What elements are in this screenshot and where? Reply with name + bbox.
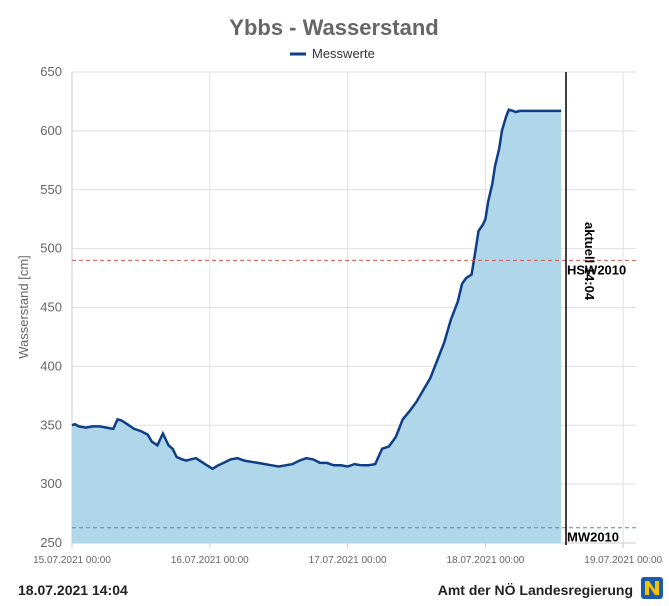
x-axis-ticks: 15.07.2021 00:00 16.07.2021 00:00 17.07.20… [33,543,663,566]
y-tick-label: 550 [40,182,62,197]
reference-label-hsw2010: HSW2010 [567,262,626,277]
chart-title: Ybbs - Wasserstand [229,15,438,40]
reference-lines: HSW2010 MW2010 [72,259,636,545]
x-tick-label: 15.07.2021 00:00 [33,555,111,566]
noe-logo-icon [641,577,663,599]
y-tick-label: 350 [40,417,62,432]
current-marker: aktuell 14:04 [565,72,597,545]
footer-timestamp: 18.07.2021 14:04 [18,582,128,598]
x-tick-label: 18.07.2021 00:00 [446,555,524,566]
current-time-label: aktuell 14:04 [582,222,597,301]
y-tick-label: 450 [40,300,62,315]
x-tick-label: 19.07.2021 00:00 [584,555,662,566]
footer-source: Amt der NÖ Landesregierung [437,582,633,598]
y-tick-label: 300 [40,476,62,491]
y-tick-label: 650 [40,64,62,79]
y-tick-label: 600 [40,123,62,138]
legend[interactable]: Messwerte [290,46,375,61]
reference-label-mw2010: MW2010 [567,530,619,545]
legend-label: Messwerte [312,46,375,61]
y-axis-label: Wasserstand [cm] [16,255,31,359]
y-tick-label: 400 [40,358,62,373]
y-tick-label: 250 [40,535,62,550]
y-tick-label: 500 [40,241,62,256]
x-tick-label: 16.07.2021 00:00 [171,555,249,566]
series-line [71,108,562,471]
series-area [72,109,562,543]
y-axis-ticks: 250 300 350 400 450 500 550 600 650 [40,64,62,550]
x-tick-label: 17.07.2021 00:00 [309,555,387,566]
